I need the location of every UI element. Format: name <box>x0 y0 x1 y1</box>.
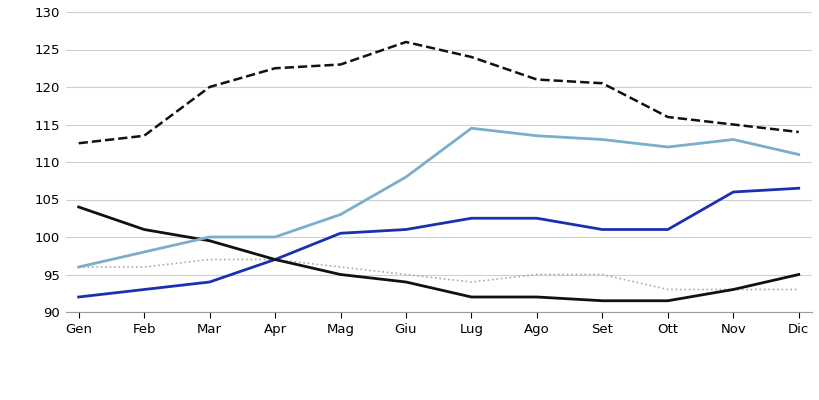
2021 <box>727 137 737 142</box>
2022 <box>662 114 672 119</box>
2020 <box>335 272 345 277</box>
2019 <box>662 227 672 232</box>
2021 <box>400 174 410 179</box>
2021 <box>205 234 215 239</box>
2019 <box>466 216 476 221</box>
2018 <box>662 287 672 292</box>
2019 <box>74 294 84 299</box>
2020 <box>74 205 84 210</box>
2022 <box>139 133 149 138</box>
2019 <box>727 190 737 194</box>
2021 <box>74 265 84 270</box>
2018 <box>793 287 803 292</box>
2018 <box>335 265 345 270</box>
2018 <box>269 257 279 262</box>
2018 <box>74 265 84 270</box>
2019 <box>205 280 215 284</box>
2022 <box>532 77 541 82</box>
2022 <box>793 130 803 134</box>
2019 <box>335 231 345 236</box>
2018 <box>727 287 737 292</box>
2020 <box>532 294 541 299</box>
2022 <box>269 66 279 71</box>
2021 <box>793 152 803 157</box>
2020 <box>269 257 279 262</box>
2020 <box>139 227 149 232</box>
2018 <box>466 280 476 284</box>
2022 <box>205 85 215 90</box>
2019 <box>139 287 149 292</box>
Line: 2018: 2018 <box>79 260 798 290</box>
2021 <box>139 250 149 254</box>
2022 <box>727 122 737 127</box>
2022 <box>335 62 345 67</box>
2020 <box>400 280 410 284</box>
2018 <box>532 272 541 277</box>
2021 <box>662 144 672 149</box>
2019 <box>793 186 803 191</box>
2018 <box>597 272 607 277</box>
2018 <box>205 257 215 262</box>
2020 <box>597 298 607 303</box>
2018 <box>139 265 149 270</box>
2021 <box>335 212 345 217</box>
2020 <box>205 238 215 243</box>
Line: 2020: 2020 <box>79 207 798 301</box>
2020 <box>466 294 476 299</box>
2022 <box>400 40 410 44</box>
2019 <box>269 257 279 262</box>
2021 <box>532 133 541 138</box>
2020 <box>662 298 672 303</box>
2021 <box>466 126 476 131</box>
2022 <box>466 54 476 59</box>
Line: 2021: 2021 <box>79 128 798 267</box>
2018 <box>400 272 410 277</box>
2019 <box>597 227 607 232</box>
2021 <box>269 234 279 239</box>
2020 <box>727 287 737 292</box>
2021 <box>597 137 607 142</box>
2020 <box>793 272 803 277</box>
2019 <box>400 227 410 232</box>
2022 <box>74 141 84 146</box>
Line: 2019: 2019 <box>79 188 798 297</box>
2022 <box>597 81 607 86</box>
Line: 2022: 2022 <box>79 42 798 143</box>
2019 <box>532 216 541 221</box>
